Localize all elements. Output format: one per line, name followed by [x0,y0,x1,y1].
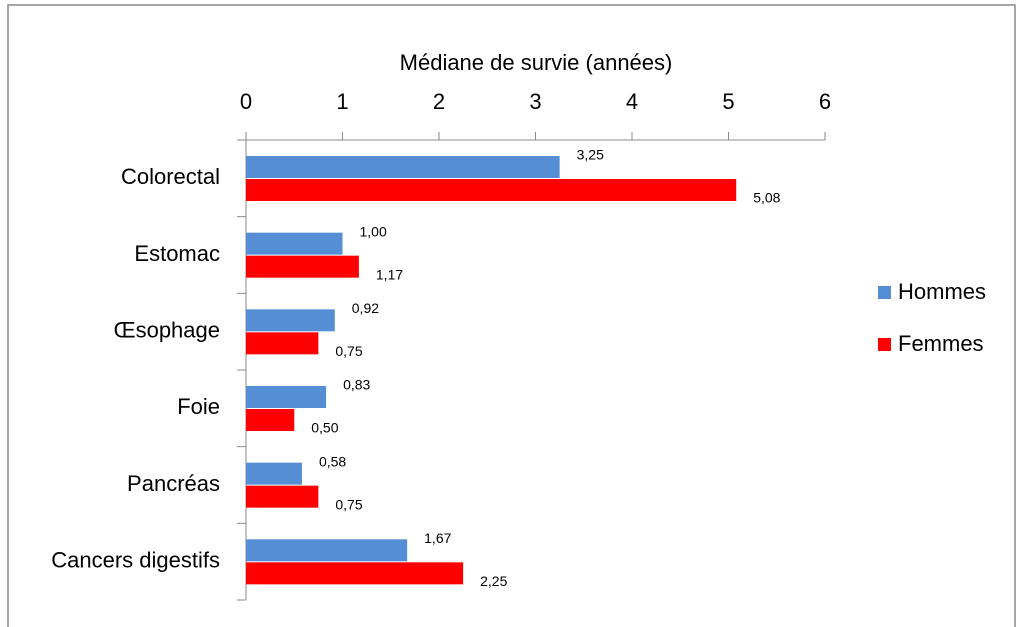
x-tick-label: 3 [529,89,541,114]
bar [246,255,359,278]
x-tick-label: 1 [336,89,348,114]
bar [246,232,343,255]
data-label: 1,17 [376,266,403,282]
data-label: 0,92 [352,300,379,316]
data-label: 1,67 [424,530,451,546]
x-tick-label: 5 [722,89,734,114]
data-label: 5,08 [753,190,780,206]
bar [246,462,302,485]
bar [246,409,295,431]
data-label: 0,75 [335,343,362,359]
y-tick-label: Colorectal [121,164,220,189]
bar [246,179,737,201]
y-tick-label: Œsophage [114,317,220,342]
chart-frame [7,4,1016,627]
y-tick-label: Pancréas [127,471,220,496]
axis-title: Médiane de survie (années) [400,50,673,75]
y-tick-label: Foie [177,394,220,419]
data-label: 1,00 [360,223,387,239]
legend-key [878,338,891,351]
bar [246,309,335,332]
x-tick-label: 4 [626,89,638,114]
data-label: 0,50 [311,420,338,436]
data-label: 0,75 [335,496,362,512]
data-label: 2,25 [480,573,507,589]
bar [246,485,319,508]
x-tick-label: 0 [240,89,252,114]
bar [246,156,560,178]
x-tick-label: 2 [433,89,445,114]
bar [246,332,319,355]
x-tick-label: 6 [819,89,831,114]
bar [246,562,464,585]
data-label: 0,83 [343,377,370,393]
legend-label: Femmes [898,331,984,356]
data-label: 0,58 [319,453,346,469]
bar [246,539,408,562]
y-tick-label: Cancers digestifs [51,547,220,572]
data-label: 3,25 [577,147,604,163]
y-tick-label: Estomac [134,241,220,266]
bar [246,386,327,408]
legend-key [878,286,891,299]
legend-label: Hommes [898,279,986,304]
